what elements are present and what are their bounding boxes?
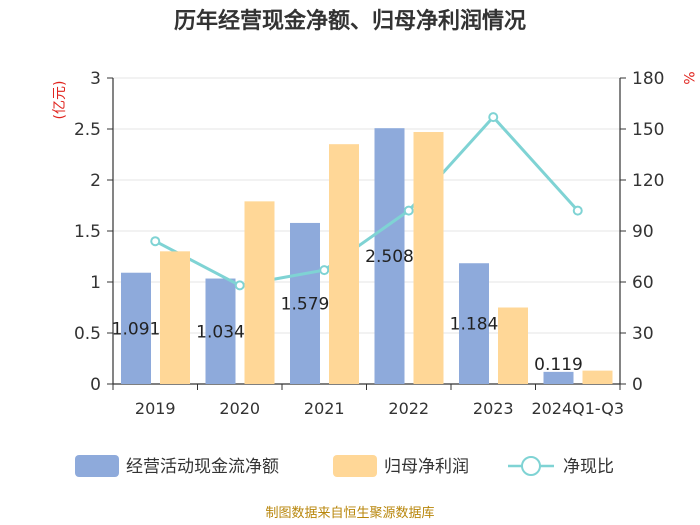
y-right-tick-label: 120 xyxy=(632,171,664,191)
y-right-tick-label: 0 xyxy=(632,375,643,395)
x-tick-label: 2019 xyxy=(135,399,176,418)
y-left-tick-label: 1.5 xyxy=(74,222,101,242)
legend-label-net-profit: 归母净利润 xyxy=(384,457,469,477)
legend: 经营活动现金流净额 归母净利润 净现比 xyxy=(75,455,614,477)
legend-swatch-cash-flow xyxy=(75,455,119,477)
y-right-tick-label: 60 xyxy=(632,273,654,293)
bar-cash-flow xyxy=(459,263,489,384)
x-tick-label: 2020 xyxy=(219,399,260,418)
y-left-tick-label: 0 xyxy=(90,375,101,395)
bar-net-profit-overlay xyxy=(413,132,444,384)
y-right-tick-label: 90 xyxy=(632,222,654,242)
bar-net-profit-overlay xyxy=(582,370,613,384)
y-right-tick-label: 150 xyxy=(632,120,664,140)
source-note: 制图数据来自恒生聚源数据库 xyxy=(265,505,434,521)
bar-cash-flow xyxy=(290,222,320,384)
bar-cash-flow xyxy=(205,278,236,384)
bar-net-profit-overlay xyxy=(244,201,275,384)
y-right-axis-unit: % xyxy=(680,71,696,84)
legend-label-cash-flow: 经营活动现金流净额 xyxy=(126,457,279,477)
bar-cash-flow xyxy=(374,128,405,384)
legend-swatch-ratio-marker xyxy=(521,456,541,476)
y-right-tick-label: 180 xyxy=(632,69,664,89)
bar-net-profit-overlay xyxy=(160,251,190,384)
data-label-cash-flow: 1.091 xyxy=(112,319,161,339)
ratio-line-point xyxy=(150,236,161,247)
y-left-tick-label: 2.5 xyxy=(74,120,101,140)
data-label-cash-flow: 1.579 xyxy=(281,294,330,314)
data-label-cash-flow: 2.508 xyxy=(365,247,414,267)
ratio-line-point xyxy=(572,205,583,216)
ratio-line-path xyxy=(154,114,579,287)
ratio-line-point xyxy=(488,112,499,123)
ratio-line xyxy=(150,112,583,291)
y-left-tick-label: 0.5 xyxy=(74,324,101,344)
ratio-line-point xyxy=(319,265,330,276)
ratio-line-point xyxy=(234,280,245,291)
data-label-cash-flow: 0.119 xyxy=(534,355,583,375)
y-left-tick-label: 1 xyxy=(90,273,101,293)
y-left-tick-label: 3 xyxy=(90,69,101,89)
bar-net-profit-overlay xyxy=(329,144,359,384)
grid-lines xyxy=(113,77,620,334)
y-right-tick-label: 30 xyxy=(632,324,654,344)
x-tick-label: 2024Q1-Q3 xyxy=(531,399,624,418)
bar-cash-flow xyxy=(543,371,574,384)
y-left-tick-label: 2 xyxy=(90,171,101,191)
x-tick-label: 2023 xyxy=(473,399,514,418)
ratio-line-point xyxy=(403,205,414,216)
bar-net-profit-overlay xyxy=(498,307,528,384)
data-labels: 1.091 1.034 1.579 2.508 1.184 0.119 xyxy=(112,132,613,384)
y-left-axis-unit: (亿元) xyxy=(52,81,68,120)
bar-cash-flow xyxy=(121,272,151,384)
data-label-cash-flow: 1.184 xyxy=(450,315,499,335)
x-tick-label: 2021 xyxy=(304,399,345,418)
x-tick-label: 2022 xyxy=(388,399,429,418)
data-label-cash-flow: 1.034 xyxy=(196,322,245,342)
legend-label-ratio: 净现比 xyxy=(563,457,614,477)
chart-title: 历年经营现金净额、归母净利润情况 xyxy=(174,8,526,34)
legend-swatch-net-profit xyxy=(333,455,377,477)
